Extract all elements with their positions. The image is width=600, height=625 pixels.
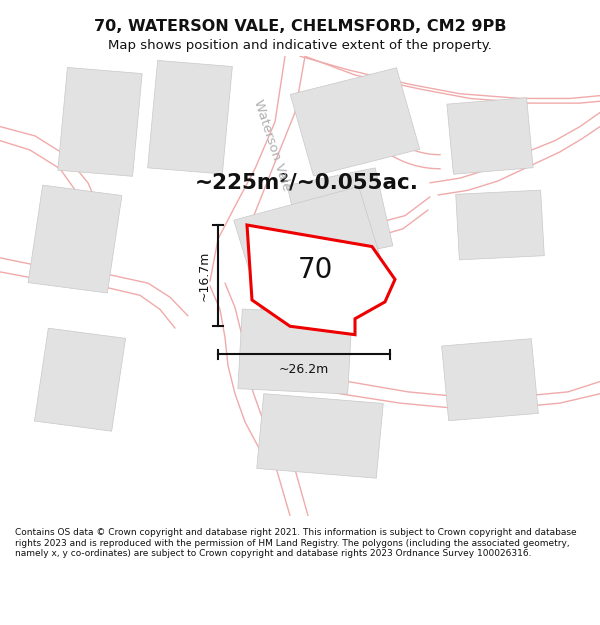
Polygon shape xyxy=(34,328,125,431)
Polygon shape xyxy=(456,190,544,260)
Polygon shape xyxy=(58,68,142,176)
Polygon shape xyxy=(28,185,122,293)
Polygon shape xyxy=(234,187,386,310)
Polygon shape xyxy=(290,68,420,176)
Polygon shape xyxy=(247,225,395,335)
Text: ~26.2m: ~26.2m xyxy=(279,363,329,376)
Text: ~225m²/~0.055ac.: ~225m²/~0.055ac. xyxy=(195,173,419,192)
Polygon shape xyxy=(148,61,232,174)
Text: ~16.7m: ~16.7m xyxy=(197,251,211,301)
Polygon shape xyxy=(238,309,352,394)
Polygon shape xyxy=(447,98,533,174)
Polygon shape xyxy=(287,168,393,263)
Polygon shape xyxy=(442,339,538,421)
Text: 70, WATERSON VALE, CHELMSFORD, CM2 9PB: 70, WATERSON VALE, CHELMSFORD, CM2 9PB xyxy=(94,19,506,34)
Text: Waterson Vale: Waterson Vale xyxy=(251,98,293,192)
Polygon shape xyxy=(257,394,383,478)
Text: Contains OS data © Crown copyright and database right 2021. This information is : Contains OS data © Crown copyright and d… xyxy=(15,528,577,558)
Text: Map shows position and indicative extent of the property.: Map shows position and indicative extent… xyxy=(108,39,492,51)
Text: 70: 70 xyxy=(298,256,332,284)
